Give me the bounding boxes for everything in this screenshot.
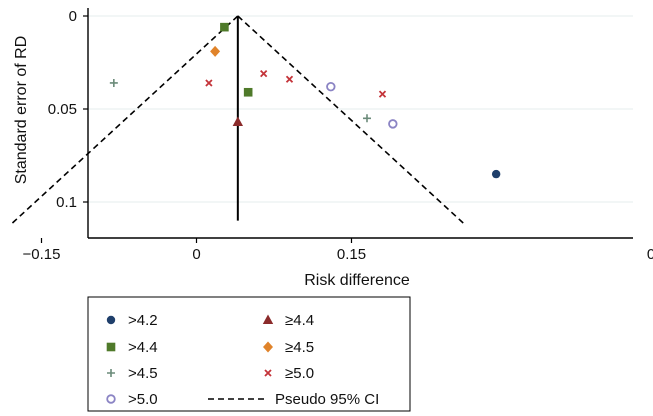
x-tick-label-0: −0.15 — [23, 246, 61, 263]
legend-marker-3 — [263, 341, 273, 353]
legend-label-7: Pseudo 95% CI — [275, 391, 379, 408]
legend-label-6: >5.0 — [128, 391, 158, 408]
data-points — [109, 22, 501, 179]
y-tick-label-2: 0.1 — [56, 194, 77, 211]
point-s2-0 — [220, 22, 229, 32]
y-axis-title: Standard error of RD — [13, 36, 30, 185]
legend-marker-6 — [106, 394, 116, 404]
point-s4-0 — [109, 78, 118, 87]
point-s5-1 — [260, 70, 268, 78]
gridlines — [88, 15, 633, 203]
point-s6-1 — [388, 119, 398, 129]
point-s4-1 — [362, 114, 371, 123]
legend-marker-5 — [264, 369, 272, 377]
point-s5-0 — [205, 79, 213, 87]
x-tick-label-2: 0.15 — [337, 246, 366, 263]
x-tick-label-3: 0.45 — [647, 246, 653, 263]
y-tick-label-1: 0.05 — [48, 101, 77, 118]
point-s3-0 — [210, 45, 221, 57]
legend-marker-2 — [106, 342, 116, 352]
pseudo-ci-right-line — [237, 15, 466, 225]
legend-marker-0 — [106, 315, 116, 325]
x-tick-label-1: 0 — [192, 246, 200, 263]
legend-label-1: ≥4.4 — [285, 312, 314, 329]
point-s2-1 — [243, 87, 253, 97]
legend-box — [87, 296, 411, 412]
legend-marker-4 — [107, 369, 115, 377]
legend-label-2: >4.4 — [128, 339, 158, 356]
pseudo-ci-left-line — [10, 15, 239, 225]
legend-label-5: ≥5.0 — [285, 365, 314, 382]
y-tick-label-0: 0 — [69, 8, 77, 25]
point-s1-0 — [232, 116, 244, 127]
legend-label-0: >4.2 — [128, 312, 158, 329]
legend-label-4: >4.5 — [128, 365, 158, 382]
legend: >4.2 ≥4.4 >4.4 ≥4.5 >4.5 ≥5.0 >5.0 Pseudo 95% C… — [87, 296, 411, 412]
point-s5-3 — [378, 90, 387, 98]
legend-label-3: ≥4.5 — [285, 339, 314, 356]
point-s6-0 — [326, 81, 336, 92]
x-axis-title: Risk difference — [304, 272, 410, 289]
point-s0-0 — [491, 169, 501, 179]
point-s5-2 — [285, 75, 294, 83]
legend-marker-1 — [262, 314, 274, 324]
